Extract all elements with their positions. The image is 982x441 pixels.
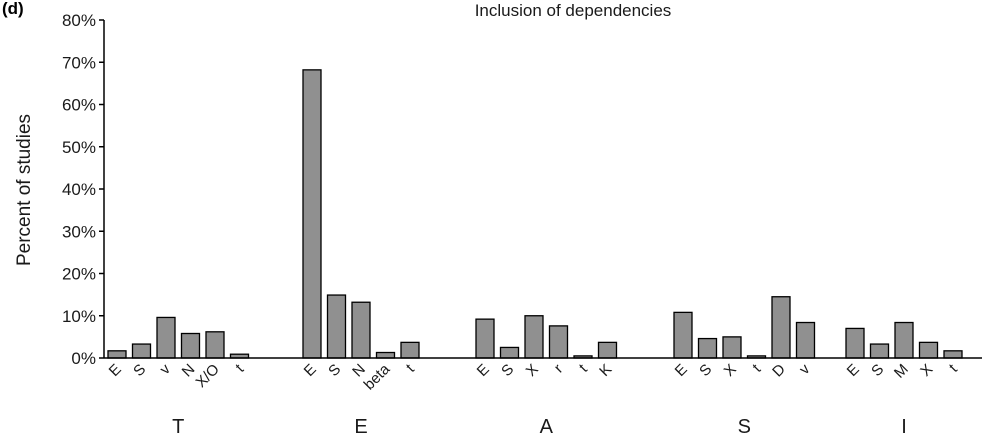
y-axis-ticks: 0% 10% 20% 30% 40% 50% 60% 70% 80%	[62, 11, 104, 368]
bar	[845, 327, 865, 359]
y-tick-label: 60%	[62, 96, 96, 115]
bar	[131, 343, 152, 359]
bar	[943, 350, 963, 359]
y-tick-label: 50%	[62, 138, 96, 157]
category-label: E	[844, 361, 863, 380]
y-tick-label: 20%	[62, 265, 96, 284]
bar	[795, 321, 816, 359]
bar	[673, 311, 693, 359]
group-label: T	[172, 416, 184, 438]
category-label: S	[325, 361, 344, 380]
bar	[156, 316, 176, 359]
bar	[107, 350, 127, 359]
bar	[524, 315, 544, 359]
category-label: X	[721, 361, 740, 380]
category-label: S	[696, 361, 715, 380]
bar	[326, 294, 347, 359]
category-label: K	[596, 361, 615, 380]
category-label: X	[917, 361, 936, 380]
category-label: S	[130, 361, 149, 380]
bars	[107, 69, 963, 359]
category-label: t	[946, 360, 962, 376]
category-label: X/O	[193, 361, 223, 391]
y-tick-label: 70%	[62, 53, 96, 72]
y-tick-label: 40%	[62, 180, 96, 199]
y-tick-label: 0%	[71, 349, 96, 368]
chart-title: Inclusion of dependencies	[475, 1, 672, 20]
panel-label: (d)	[2, 0, 24, 18]
y-tick-label: 10%	[62, 307, 96, 326]
bar	[351, 301, 371, 359]
bar	[302, 69, 322, 359]
bar	[375, 351, 396, 359]
bar	[771, 296, 791, 359]
bar	[722, 336, 742, 359]
category-label: t	[232, 360, 248, 376]
category-label: X	[523, 361, 542, 380]
category-label: t	[403, 360, 419, 376]
category-label: E	[106, 361, 125, 380]
category-label: E	[301, 361, 320, 380]
bar	[400, 341, 420, 359]
bar	[894, 321, 914, 359]
group-label: E	[354, 416, 367, 438]
bar	[180, 332, 201, 359]
category-label: M	[891, 361, 912, 382]
bar	[475, 318, 495, 359]
category-label: beta	[361, 360, 394, 393]
y-tick-label: 30%	[62, 222, 96, 241]
bar	[918, 341, 939, 359]
category-label: S	[498, 361, 517, 380]
bar	[597, 341, 618, 359]
category-label: v	[796, 360, 814, 378]
category-label: E	[672, 361, 691, 380]
category-label: D	[769, 361, 789, 381]
category-label: t	[749, 360, 765, 376]
bar	[205, 331, 225, 359]
y-axis-label: Percent of studies	[14, 114, 35, 266]
group-label: S	[738, 416, 751, 438]
group-label: I	[901, 416, 907, 438]
category-label: E	[474, 361, 493, 380]
y-tick-label: 80%	[62, 11, 96, 30]
bar	[697, 337, 718, 359]
category-label: r	[551, 361, 567, 377]
bar	[548, 325, 569, 359]
group-label: A	[540, 416, 554, 438]
bar	[499, 346, 520, 359]
category-label: v	[157, 360, 175, 378]
category-label: t	[576, 360, 592, 376]
bar	[869, 343, 890, 359]
category-label: S	[868, 361, 887, 380]
